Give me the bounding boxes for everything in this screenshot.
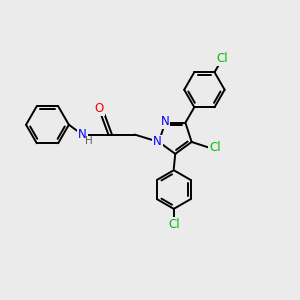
Text: N: N [161, 115, 170, 128]
Text: N: N [153, 136, 162, 148]
Text: N: N [78, 128, 87, 141]
Text: Cl: Cl [209, 141, 221, 154]
Text: Cl: Cl [168, 218, 180, 231]
Text: O: O [95, 103, 104, 116]
Text: H: H [85, 136, 93, 146]
Text: Cl: Cl [216, 52, 228, 65]
